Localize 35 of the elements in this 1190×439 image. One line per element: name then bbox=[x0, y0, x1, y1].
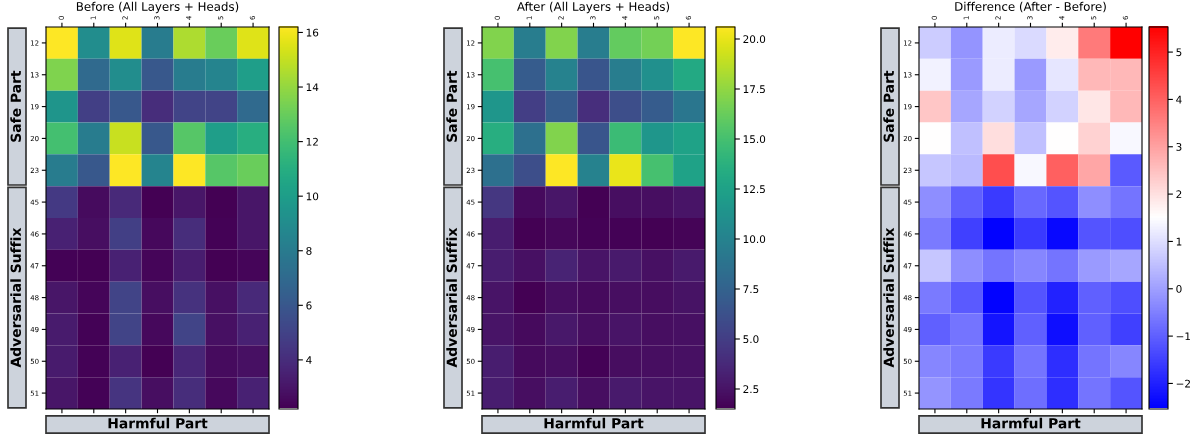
text: Adversarial Suffix bbox=[883, 227, 895, 368]
color-bar-label: 10.0 bbox=[743, 235, 766, 244]
color-bar-label: 3 bbox=[1176, 142, 1182, 151]
x-axis-title: Harmful Part bbox=[544, 417, 644, 429]
color-bar-label: −1 bbox=[1176, 332, 1190, 341]
color-bar-label: 5.0 bbox=[743, 335, 759, 344]
color-bar-label: 8 bbox=[306, 246, 312, 255]
color-bar-label: 7.5 bbox=[743, 285, 759, 294]
x-axis-title: Harmful Part bbox=[108, 417, 208, 429]
color-bar-label: 5 bbox=[1176, 48, 1182, 57]
color-bar-label: 4 bbox=[1176, 95, 1182, 104]
chart-title: After (All Layers + Heads) bbox=[517, 1, 670, 14]
color-bar-label: −2 bbox=[1176, 379, 1190, 388]
text: Safe Part bbox=[10, 70, 22, 142]
chart-title: Before (All Layers + Heads) bbox=[76, 1, 239, 14]
color-bar-label: 1 bbox=[1176, 237, 1182, 246]
text: Safe Part bbox=[883, 70, 895, 142]
color-bar-label: 2.5 bbox=[743, 385, 759, 394]
x-axis-title: Harmful Part bbox=[981, 417, 1081, 429]
color-bar-label: 0 bbox=[1176, 284, 1182, 293]
color-bar-label: 14 bbox=[306, 83, 319, 91]
color-bar-label: 16 bbox=[306, 28, 319, 37]
color-bar-label: 10 bbox=[306, 192, 319, 201]
color-bar-label: 4 bbox=[306, 356, 312, 364]
text: Adversarial Suffix bbox=[10, 227, 22, 368]
color-bar-label: 15.0 bbox=[743, 135, 766, 144]
text: Safe Part bbox=[446, 70, 458, 142]
color-bar-label: 2 bbox=[1176, 190, 1182, 199]
color-bar-label: 12 bbox=[306, 137, 318, 146]
color-bar-label: 20.0 bbox=[743, 35, 766, 44]
color-bar-label: 17.5 bbox=[743, 85, 765, 94]
color-bar-label: 12.5 bbox=[743, 185, 765, 194]
text: Adversarial Suffix bbox=[446, 227, 458, 368]
chart-title: Difference (After - Before) bbox=[955, 1, 1106, 13]
color-bar-label: 6 bbox=[306, 301, 312, 310]
